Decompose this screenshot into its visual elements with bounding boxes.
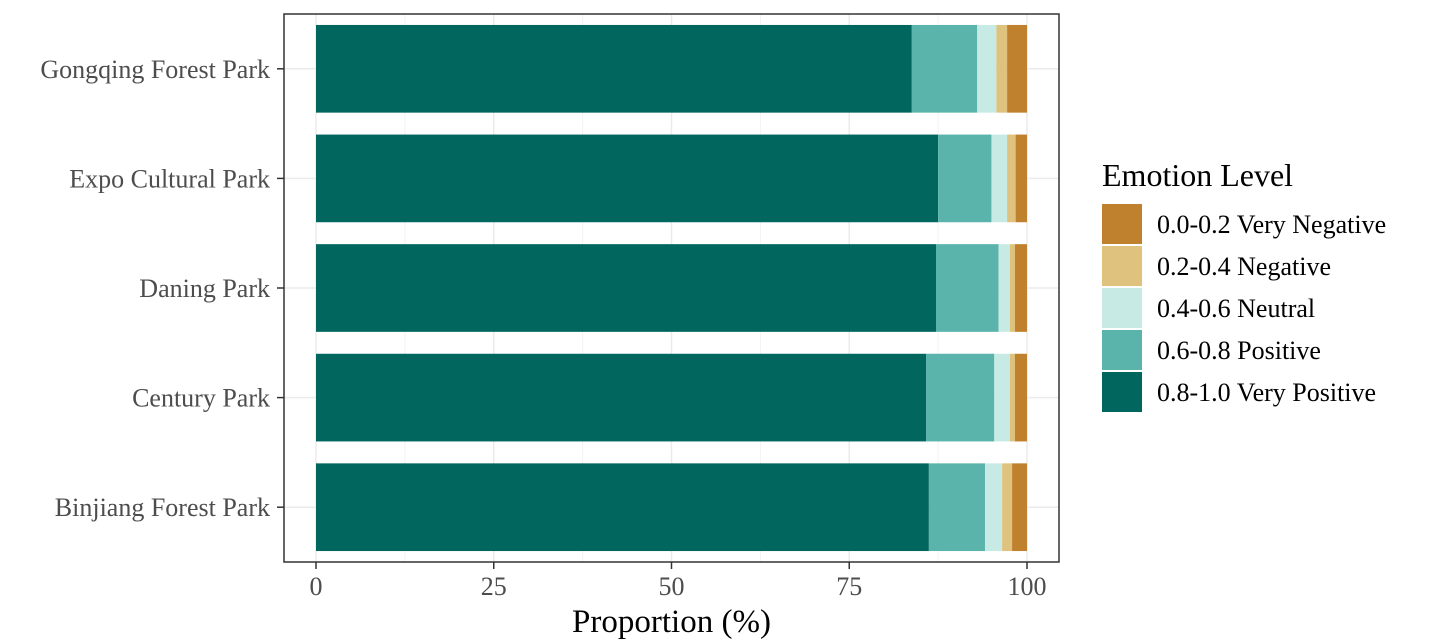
bar-segment (1002, 463, 1013, 552)
legend-key (1102, 372, 1142, 412)
x-tick-label: 50 (659, 572, 685, 601)
y-tick-label: Century Park (132, 384, 270, 413)
legend-label: 0.8-1.0 Very Positive (1157, 378, 1376, 407)
bar-segment (985, 463, 1003, 552)
legend-label: 0.0-0.2 Very Negative (1157, 210, 1386, 239)
y-tick-label: Daning Park (139, 274, 270, 303)
bar-segment (1012, 463, 1028, 552)
legend-label: 0.6-0.8 Positive (1157, 336, 1321, 365)
legend-key (1102, 288, 1142, 328)
x-axis: 0 25 50 75 100 (309, 562, 1047, 601)
legend-label: 0.2-0.4 Negative (1157, 252, 1331, 281)
bar-segment (996, 24, 1008, 113)
bar-segment (991, 134, 1008, 223)
x-tick-label: 75 (836, 572, 862, 601)
legend-key (1102, 330, 1142, 370)
bar-segment (315, 353, 927, 442)
bar-segment (315, 24, 912, 113)
bar-segment (998, 244, 1010, 332)
bar-segment (315, 244, 936, 332)
bar-segment (1014, 353, 1028, 442)
x-tick-label: 25 (481, 572, 507, 601)
legend-title: Emotion Level (1102, 157, 1293, 193)
bar-segment (928, 463, 986, 552)
x-tick-label: 100 (1008, 572, 1047, 601)
legend-key (1102, 204, 1142, 244)
y-tick-label: Binjiang Forest Park (55, 493, 270, 522)
bar-segment (1007, 134, 1016, 223)
legend: Emotion Level 0.0-0.2 Very Negative 0.2-0… (1102, 157, 1386, 412)
bar-segment (977, 24, 997, 113)
bar-segment (1007, 24, 1028, 113)
bar-segment (1015, 134, 1028, 223)
legend-label: 0.4-0.6 Neutral (1157, 294, 1315, 323)
bar-segment (1009, 244, 1015, 332)
bar-segment (315, 134, 939, 223)
x-tick-label: 0 (309, 572, 322, 601)
bar-segment (994, 353, 1010, 442)
y-tick-label: Gongqing Forest Park (40, 55, 270, 84)
bar-segment (935, 244, 999, 332)
bar-segment (1014, 244, 1028, 332)
y-axis: Gongqing Forest Park Expo Cultural Park Da… (40, 55, 284, 522)
x-axis-title: Proportion (%) (572, 604, 771, 640)
bars (315, 24, 1028, 552)
y-tick-label: Expo Cultural Park (69, 164, 270, 193)
bar-segment (1009, 353, 1015, 442)
bar-segment (938, 134, 992, 223)
bar-segment (911, 24, 978, 113)
bar-segment (926, 353, 995, 442)
bar-segment (315, 463, 929, 552)
legend-key (1102, 246, 1142, 286)
